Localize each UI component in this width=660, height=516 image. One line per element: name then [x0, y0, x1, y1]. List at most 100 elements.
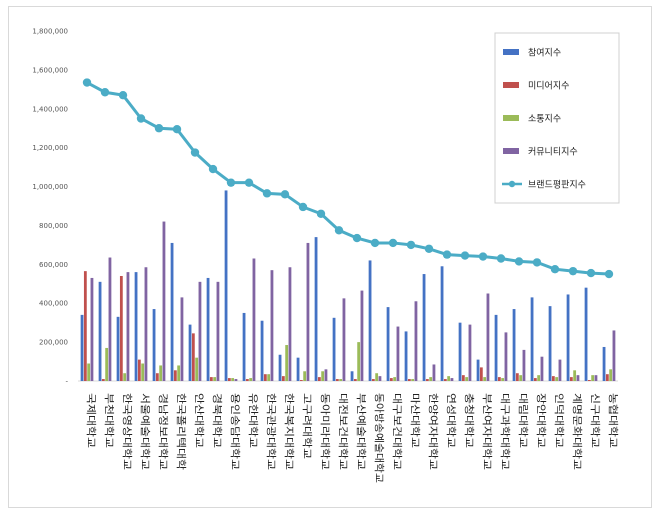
- category-label: 서울예술대학교: [139, 393, 151, 470]
- line-point: [604, 269, 614, 279]
- y-tick-label: 200,000: [39, 339, 68, 347]
- bar-1: [278, 354, 282, 381]
- category-label: 유한대학교: [247, 393, 259, 448]
- bar-3: [555, 377, 559, 381]
- bar-3: [501, 378, 505, 381]
- category-label: 연성대학교: [445, 393, 457, 448]
- legend-label: 소통지수: [528, 114, 561, 125]
- y-tick-label: 800,000: [39, 222, 68, 230]
- bar-4: [504, 332, 508, 381]
- bar-3: [321, 371, 325, 381]
- bar-1: [386, 307, 390, 381]
- bar-2: [173, 370, 177, 381]
- bar-2: [497, 377, 501, 381]
- line-point: [154, 124, 164, 133]
- category-label: 부산여자대학교: [481, 393, 493, 470]
- bar-3: [609, 369, 613, 381]
- bar-3: [249, 378, 253, 381]
- bar-3: [375, 373, 379, 381]
- bar-3: [447, 376, 451, 381]
- y-tick-label: 1,400,000: [32, 105, 68, 113]
- bar-4: [486, 293, 490, 381]
- bar-1: [584, 287, 588, 381]
- line-point: [298, 202, 308, 212]
- bar-1: [152, 309, 156, 381]
- line-point: [442, 250, 452, 259]
- bar-2: [155, 373, 159, 381]
- bar-3: [573, 370, 577, 381]
- y-tick-label: 1,600,000: [32, 66, 68, 74]
- bar-3: [465, 377, 469, 381]
- bar-3: [87, 363, 91, 381]
- bar-2: [389, 378, 393, 381]
- bar-2: [191, 333, 195, 381]
- bar-1: [548, 306, 552, 381]
- bar-2: [137, 359, 141, 381]
- bar-1: [98, 281, 102, 381]
- bar-2: [281, 376, 285, 381]
- bar-2: [299, 380, 303, 381]
- bar-1: [188, 324, 192, 381]
- category-label: 한국복지대학교: [283, 393, 295, 470]
- line-point: [550, 264, 560, 274]
- legend-swatch: [503, 115, 519, 121]
- legend-swatch: [503, 148, 519, 154]
- bar-1: [566, 294, 570, 381]
- y-tick-label: 600,000: [39, 261, 68, 269]
- bar-2: [209, 377, 213, 381]
- line-point: [82, 78, 92, 87]
- bar-4: [612, 330, 616, 381]
- category-label: 대림대학교: [517, 393, 529, 448]
- bar-2: [335, 379, 339, 381]
- bar-2: [551, 376, 555, 381]
- bar-1: [404, 331, 408, 381]
- bar-1: [224, 190, 228, 381]
- bar-4: [468, 324, 472, 381]
- category-label: 부산예술대학교: [355, 393, 367, 470]
- bar-4: [396, 326, 400, 381]
- legend-swatch-marker: [508, 180, 516, 188]
- legend-label: 미디어지수: [528, 81, 569, 92]
- bar-3: [213, 377, 217, 381]
- line-point: [172, 124, 182, 134]
- bar-4: [522, 349, 526, 381]
- bar-3: [123, 373, 127, 381]
- bar-1: [602, 346, 606, 381]
- category-label: 인덕대학교: [553, 393, 565, 448]
- bar-2: [371, 379, 375, 381]
- bar-2: [353, 379, 357, 381]
- category-label: 한양여자대학교: [427, 393, 439, 470]
- line-point: [100, 88, 110, 97]
- bar-3: [105, 347, 109, 381]
- bar-3: [177, 365, 181, 381]
- bar-2: [83, 271, 87, 381]
- bar-2: [425, 379, 429, 381]
- bar-4: [576, 375, 580, 381]
- line-point: [262, 189, 272, 198]
- category-label: 충청대학교: [463, 393, 475, 448]
- bar-4: [432, 364, 436, 381]
- bar-4: [270, 270, 274, 381]
- line-point: [136, 114, 146, 123]
- bar-3: [591, 375, 595, 381]
- category-label: 대전보건대학교: [337, 393, 349, 470]
- bar-2: [605, 374, 609, 381]
- category-label: 용인송담대학교: [229, 393, 241, 470]
- y-tick-label: 1,800,000: [32, 28, 68, 36]
- bar-1: [134, 272, 138, 381]
- bar-4: [594, 375, 598, 381]
- bar-4: [234, 379, 238, 381]
- category-label: 한국영상대학교: [121, 393, 133, 470]
- y-tick-label: -: [65, 378, 68, 386]
- bar-3: [159, 365, 163, 381]
- category-label: 마산대학교: [409, 393, 421, 448]
- bar-2: [533, 378, 537, 381]
- bar-3: [339, 379, 343, 381]
- legend-label: 커뮤니티지수: [528, 147, 578, 158]
- bar-4: [324, 369, 328, 381]
- bar-3: [483, 377, 487, 381]
- line-point: [244, 178, 254, 187]
- bar-3: [285, 345, 289, 381]
- bar-1: [512, 309, 516, 381]
- line-point: [568, 266, 578, 276]
